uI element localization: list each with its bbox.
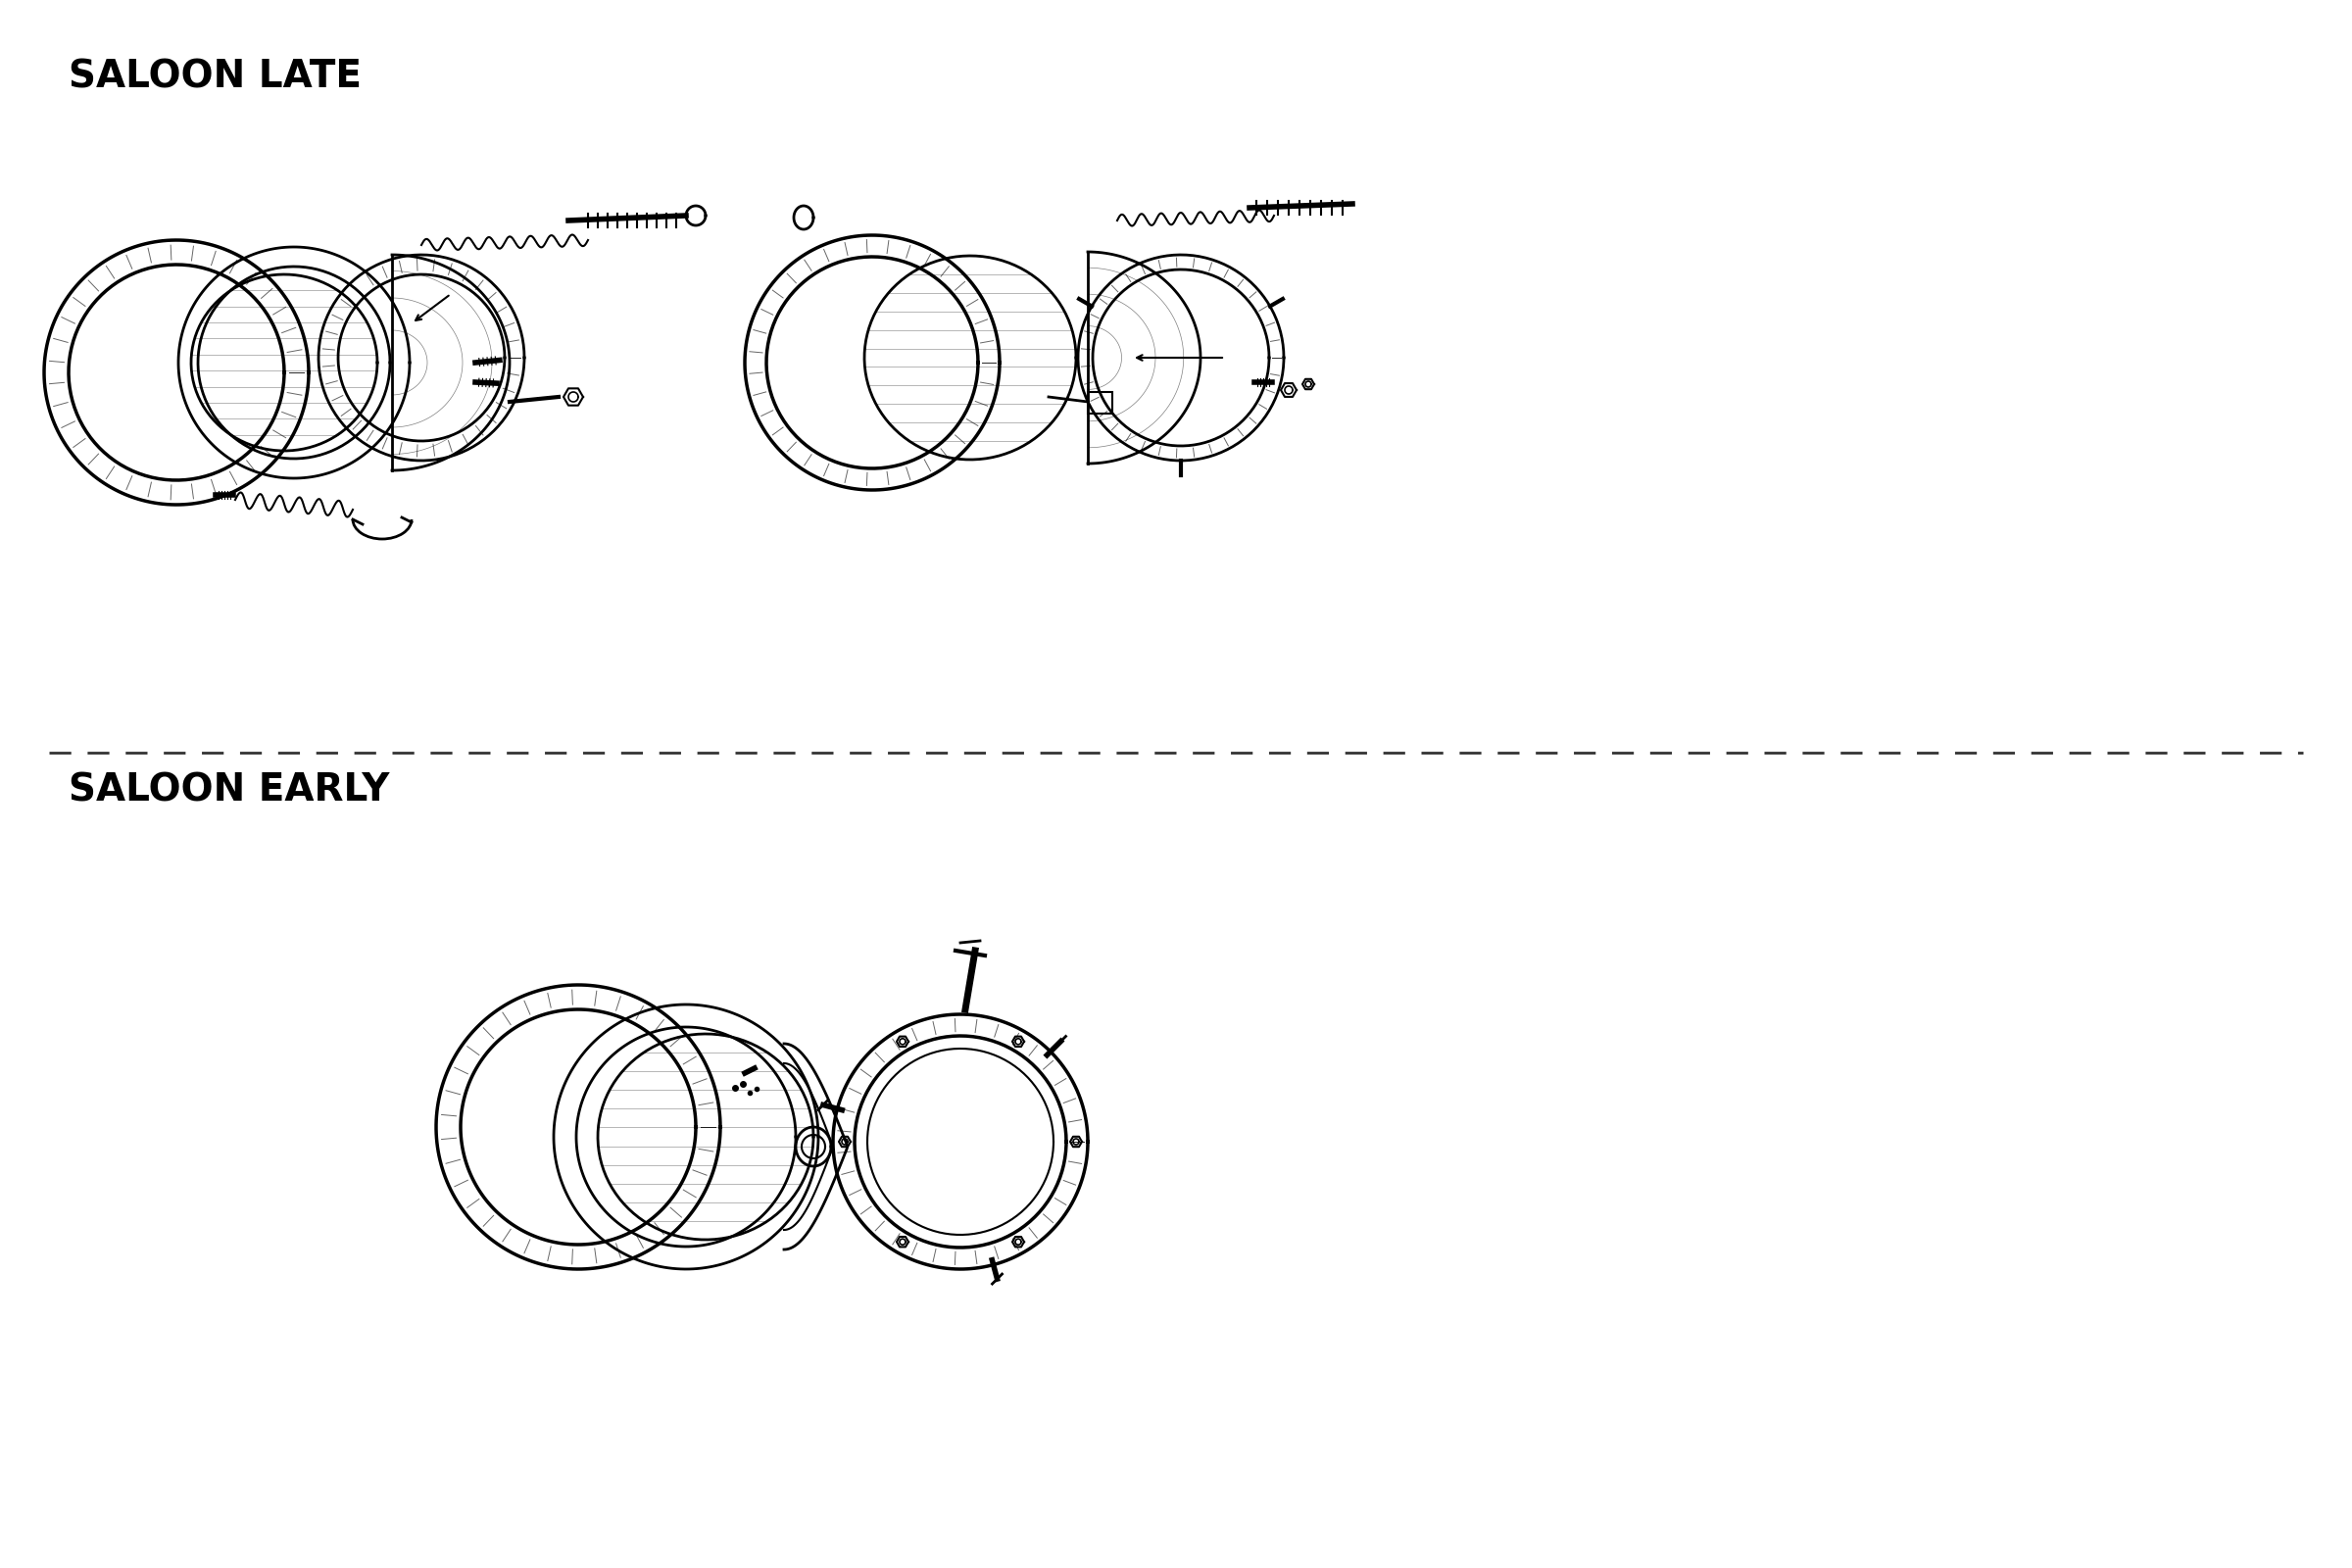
Text: SALOON EARLY: SALOON EARLY — [68, 771, 390, 809]
Text: SALOON LATE: SALOON LATE — [68, 58, 362, 96]
Bar — [1087, 392, 1112, 414]
